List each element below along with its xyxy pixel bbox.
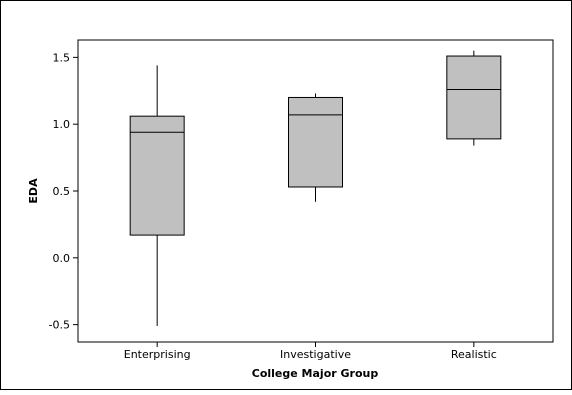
x-tick-label: Investigative xyxy=(280,348,351,361)
y-axis: -0.5 0.0 0.5 1.0 1.5 xyxy=(49,51,78,332)
iqr-box xyxy=(288,96,343,188)
x-tick-label: Realistic xyxy=(451,348,497,361)
box-series xyxy=(129,50,502,326)
x-tick-label: Enterprising xyxy=(124,348,191,361)
box-realistic xyxy=(446,50,502,146)
y-tick-label: 1.0 xyxy=(53,118,71,131)
iqr-box xyxy=(446,55,502,140)
box-investigative xyxy=(288,93,343,202)
y-axis-title: EDA xyxy=(27,178,40,204)
y-tick-label: -0.5 xyxy=(49,319,70,332)
x-axis-title: College Major Group xyxy=(252,367,379,380)
x-axis: Enterprising Investigative Realistic xyxy=(124,342,497,361)
box-enterprising xyxy=(129,65,185,326)
iqr-box xyxy=(129,115,185,236)
y-tick-label: 0.0 xyxy=(53,252,71,265)
y-tick-label: 1.5 xyxy=(53,51,71,64)
y-tick-label: 0.5 xyxy=(53,185,71,198)
